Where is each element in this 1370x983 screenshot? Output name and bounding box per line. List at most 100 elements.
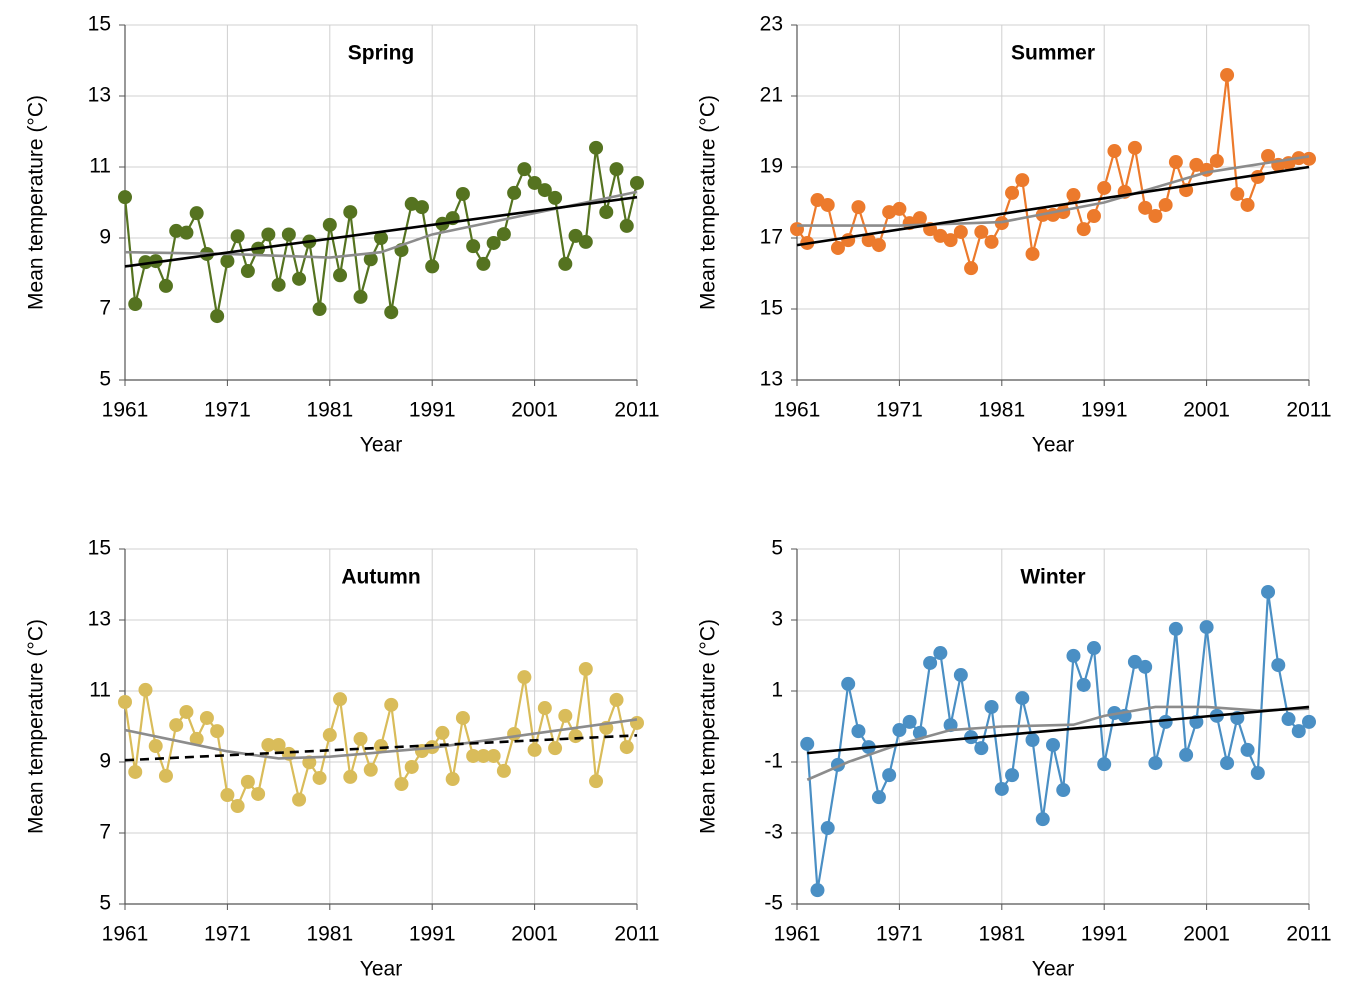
- data-point: [517, 162, 532, 177]
- data-point: [589, 140, 604, 155]
- data-point: [810, 883, 825, 898]
- data-point: [1138, 659, 1153, 674]
- data-point: [589, 774, 604, 789]
- data-point: [261, 227, 276, 242]
- y-tick-label: 13: [88, 608, 111, 631]
- data-point: [851, 724, 866, 739]
- data-point: [333, 692, 348, 707]
- data-point: [1168, 621, 1183, 636]
- trend-line: [806, 705, 1310, 781]
- data-point: [537, 183, 552, 198]
- y-axis-label: Mean temperature (°C): [697, 95, 720, 310]
- data-point: [455, 186, 470, 201]
- data-point: [445, 772, 460, 787]
- data-point: [1250, 169, 1265, 184]
- data-point: [302, 755, 317, 770]
- data-point: [1271, 658, 1286, 673]
- data-point: [1179, 747, 1194, 762]
- data-point: [630, 715, 644, 730]
- data-point: [1097, 180, 1112, 195]
- x-tick-label: 2001: [511, 923, 558, 946]
- data-point: [933, 646, 948, 661]
- data-point: [353, 289, 368, 304]
- data-point: [1066, 188, 1081, 203]
- x-tick-label: 1991: [409, 923, 456, 946]
- data-point: [476, 748, 491, 763]
- data-point: [220, 788, 235, 803]
- data-point: [486, 235, 501, 250]
- data-point: [1220, 756, 1235, 771]
- y-tick-label: 17: [760, 226, 783, 249]
- data-point: [892, 201, 907, 216]
- data-point: [343, 769, 358, 784]
- data-point: [138, 682, 153, 697]
- data-point: [943, 233, 958, 248]
- data-point: [1168, 155, 1183, 170]
- y-tick-label: 19: [760, 155, 783, 178]
- data-point: [189, 206, 204, 221]
- data-point: [517, 670, 532, 685]
- data-point: [507, 185, 522, 200]
- data-point: [619, 218, 634, 233]
- data-point: [292, 271, 307, 286]
- chart-title: Spring: [348, 42, 415, 65]
- x-tick-label: 1991: [409, 399, 456, 422]
- data-point: [496, 227, 511, 242]
- data-point: [619, 740, 634, 755]
- data-point: [220, 254, 235, 269]
- x-tick-label: 1971: [204, 399, 251, 422]
- data-point: [240, 264, 255, 279]
- data-point: [1025, 732, 1040, 747]
- data-point: [1291, 724, 1306, 739]
- data-point: [953, 668, 968, 683]
- data-point: [1209, 153, 1224, 168]
- data-point: [138, 255, 153, 270]
- trend-line: [797, 155, 1310, 227]
- y-tick-label: 13: [88, 84, 111, 107]
- y-tick-label: 5: [99, 892, 111, 915]
- data-point: [964, 261, 979, 276]
- data-point: [578, 661, 593, 676]
- data-point: [343, 205, 358, 220]
- data-point: [609, 692, 624, 707]
- data-point: [384, 697, 399, 712]
- data-point: [1158, 714, 1173, 729]
- data-point: [1035, 812, 1050, 827]
- data-point: [148, 739, 163, 754]
- data-point: [558, 708, 573, 723]
- data-point: [923, 655, 938, 670]
- x-tick-label: 1991: [1081, 923, 1128, 946]
- data-point: [486, 748, 501, 763]
- data-point: [312, 302, 327, 316]
- y-tick-label: 15: [88, 13, 111, 36]
- data-point: [1076, 222, 1091, 237]
- y-tick-label: 15: [760, 297, 783, 320]
- x-axis-label: Year: [1032, 434, 1074, 457]
- data-point: [322, 217, 337, 232]
- y-axis-label: Mean temperature (°C): [25, 619, 48, 834]
- data-point: [384, 305, 399, 320]
- trend-line: [124, 734, 638, 762]
- y-axis-label: Mean temperature (°C): [25, 95, 48, 310]
- data-point: [118, 695, 132, 710]
- x-tick-label: 1961: [774, 399, 821, 422]
- x-tick-label: 1981: [306, 923, 353, 946]
- data-point: [230, 229, 245, 244]
- data-point: [1220, 68, 1235, 83]
- trend-line: [124, 190, 638, 259]
- data-point: [425, 259, 440, 274]
- x-tick-label: 1981: [978, 923, 1025, 946]
- data-point: [1086, 641, 1101, 656]
- data-point: [230, 799, 245, 814]
- data-point: [128, 297, 143, 312]
- data-point: [871, 790, 886, 805]
- y-tick-label: 7: [99, 297, 111, 320]
- data-point: [455, 710, 470, 725]
- data-point: [1056, 783, 1071, 798]
- data-point: [118, 190, 132, 205]
- data-point: [363, 762, 378, 777]
- x-tick-label: 2011: [1286, 923, 1331, 946]
- data-point: [210, 724, 225, 739]
- y-tick-label: 23: [760, 13, 783, 36]
- data-point: [630, 175, 644, 190]
